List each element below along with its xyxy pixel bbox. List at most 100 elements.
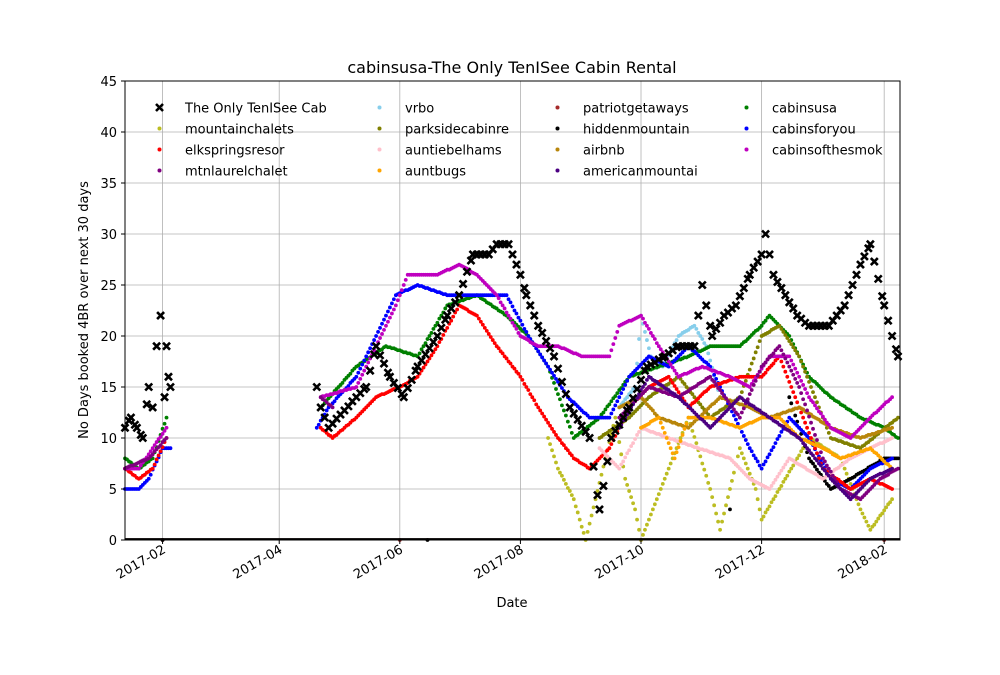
data-point xyxy=(822,417,827,422)
data-point xyxy=(388,305,392,310)
data-point xyxy=(797,385,802,389)
chart-title: cabinsusa-The Only TenISee Cabin Rental xyxy=(347,58,676,77)
data-point xyxy=(789,358,794,363)
y-tick-label: 30 xyxy=(100,228,117,243)
data-point xyxy=(807,448,811,453)
data-point xyxy=(488,335,493,339)
data-point xyxy=(433,323,438,328)
legend-label: americanmountai xyxy=(583,165,698,180)
data-point xyxy=(793,376,798,381)
data-point xyxy=(645,522,649,527)
data-point xyxy=(611,342,616,347)
data-point xyxy=(666,359,671,364)
data-point xyxy=(425,343,434,353)
data-point xyxy=(813,446,817,451)
data-point xyxy=(896,456,900,461)
data-point xyxy=(433,347,438,352)
data-point xyxy=(873,274,883,284)
data-point xyxy=(558,438,562,442)
data-point xyxy=(641,316,645,321)
data-point xyxy=(809,385,813,389)
data-point xyxy=(884,505,889,510)
data-point xyxy=(807,456,811,461)
data-point xyxy=(670,451,675,456)
data-point xyxy=(516,315,521,320)
data-point xyxy=(708,358,713,363)
data-point xyxy=(621,459,626,464)
data-point xyxy=(425,359,430,364)
data-point xyxy=(674,338,679,342)
data-point xyxy=(799,378,804,383)
data-point xyxy=(735,421,740,426)
data-point xyxy=(777,471,782,476)
data-point xyxy=(747,471,752,476)
data-point xyxy=(390,301,394,306)
data-point xyxy=(635,517,639,522)
data-point xyxy=(546,364,550,369)
data-point xyxy=(615,391,620,396)
data-point xyxy=(518,374,523,379)
data-point xyxy=(706,480,711,485)
data-point xyxy=(571,497,576,502)
data-point xyxy=(815,458,819,463)
data-point xyxy=(791,362,796,367)
data-point xyxy=(508,316,513,321)
data-point xyxy=(747,392,752,397)
data-point xyxy=(648,331,653,335)
data-point xyxy=(799,359,804,364)
data-point xyxy=(781,364,786,369)
data-point xyxy=(799,410,804,415)
data-point xyxy=(629,444,634,449)
data-point xyxy=(538,408,543,413)
data-point xyxy=(777,434,782,438)
y-tick-label: 25 xyxy=(100,279,117,294)
legend-item: auntbugs xyxy=(377,165,466,180)
data-point xyxy=(563,482,568,486)
data-point xyxy=(896,436,900,440)
data-point xyxy=(607,446,612,451)
data-point xyxy=(623,476,628,481)
data-point xyxy=(158,443,163,448)
data-point xyxy=(692,323,697,328)
data-point xyxy=(844,471,849,476)
legend-item: americanmountai xyxy=(555,165,698,180)
data-point xyxy=(883,316,893,326)
data-point xyxy=(504,293,509,298)
legend-marker xyxy=(744,105,749,110)
data-point xyxy=(356,381,361,385)
data-point xyxy=(793,413,798,418)
data-point xyxy=(674,387,679,391)
data-point xyxy=(795,370,800,375)
data-point xyxy=(560,473,564,478)
data-point xyxy=(690,428,695,433)
data-point xyxy=(755,497,760,502)
data-point xyxy=(793,348,798,353)
data-point xyxy=(706,412,711,417)
data-point xyxy=(749,263,759,273)
data-point xyxy=(476,316,481,321)
data-point xyxy=(647,517,651,522)
data-point xyxy=(362,358,367,363)
data-point xyxy=(714,383,719,387)
data-point xyxy=(747,367,752,372)
data-point xyxy=(749,449,754,454)
data-point xyxy=(674,450,679,455)
data-point xyxy=(824,463,829,468)
data-point xyxy=(362,368,367,373)
data-point xyxy=(374,334,378,338)
data-point xyxy=(757,463,762,468)
data-point xyxy=(896,466,900,471)
data-point xyxy=(739,410,744,415)
y-tick-label: 5 xyxy=(109,483,117,498)
data-point xyxy=(548,442,552,447)
data-point xyxy=(815,438,819,442)
data-point xyxy=(807,414,811,419)
data-point xyxy=(156,311,166,321)
data-point xyxy=(771,361,776,366)
data-point xyxy=(562,408,566,413)
data-point xyxy=(805,391,809,396)
data-point xyxy=(332,399,337,404)
data-point xyxy=(512,308,517,313)
data-point xyxy=(780,290,790,300)
data-point xyxy=(826,473,831,478)
